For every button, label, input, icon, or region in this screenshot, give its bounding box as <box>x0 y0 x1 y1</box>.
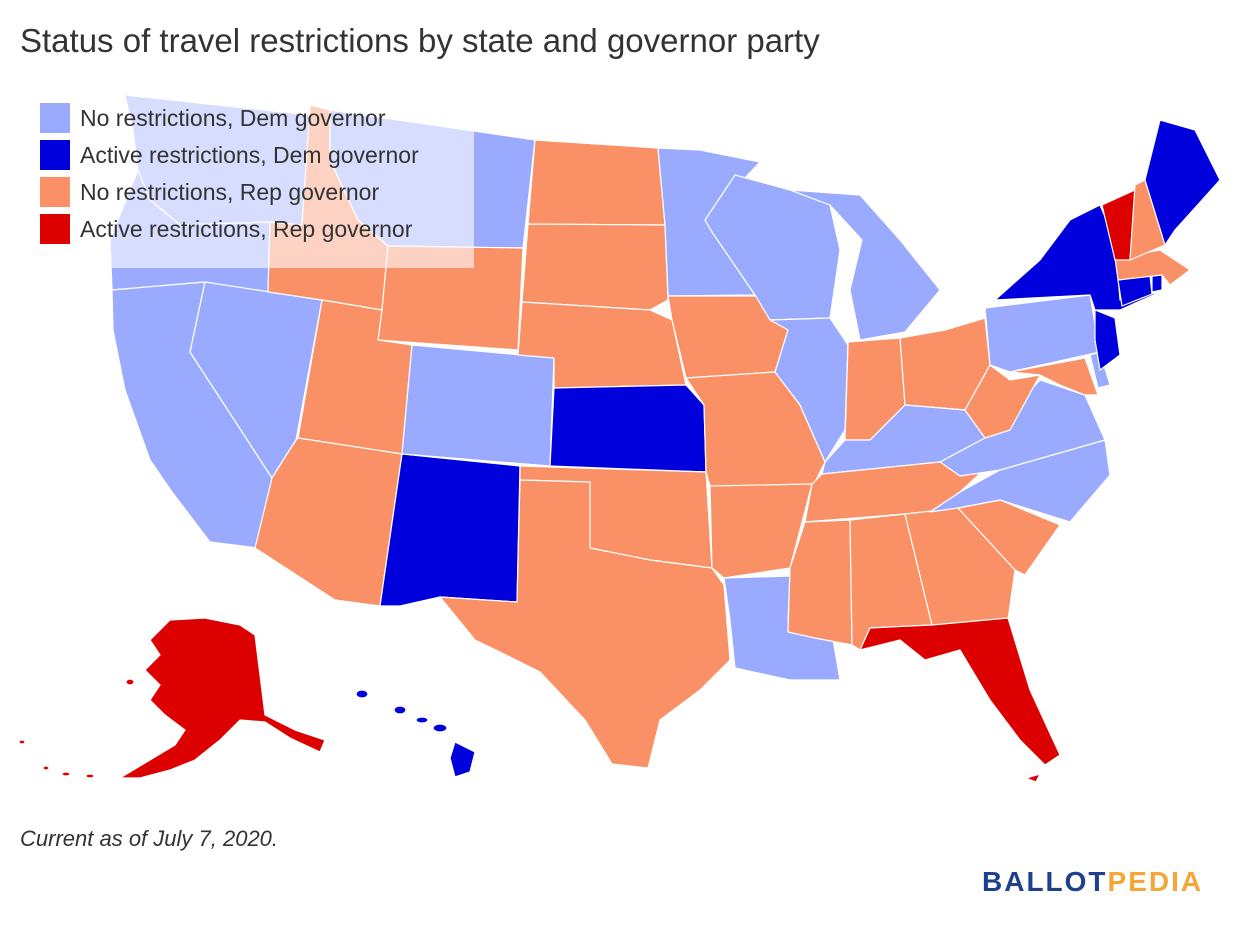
logo-part-pedia: PEDIA <box>1107 866 1204 897</box>
state-me <box>1144 119 1221 246</box>
legend-item-active-restrictions-dem: Active restrictions, Dem governor <box>40 139 419 171</box>
legend-item-no-restrictions-rep: No restrictions, Rep governor <box>40 176 379 208</box>
state-fl <box>859 617 1061 766</box>
logo-part-ballot: BALLOT <box>982 866 1108 897</box>
state-nd <box>527 139 666 226</box>
state-pa <box>984 294 1101 373</box>
legend-label: No restrictions, Dem governor <box>80 104 386 131</box>
state-nc <box>929 439 1111 523</box>
state-md <box>1009 357 1099 396</box>
state-ar <box>709 483 813 579</box>
state-fl-keys <box>1025 773 1041 783</box>
legend-swatch <box>40 214 70 244</box>
date-note: Current as of July 7, 2020. <box>20 826 279 851</box>
legend-label: Active restrictions, Dem governor <box>80 141 419 168</box>
state-nm <box>379 453 521 607</box>
legend-swatch <box>40 103 70 133</box>
state-co <box>401 344 555 467</box>
legend-label: No restrictions, Rep governor <box>80 178 380 205</box>
legend-label: Active restrictions, Rep governor <box>80 215 413 242</box>
legend-swatch <box>40 140 70 170</box>
state-nj <box>1094 309 1121 371</box>
state-tx <box>439 479 731 769</box>
ballotpedia-logo: BALLOTPEDIA <box>982 866 1203 898</box>
legend-item-no-restrictions-dem: No restrictions, Dem governor <box>40 102 386 134</box>
state-ak <box>18 617 326 779</box>
state-ks <box>549 384 707 473</box>
map-title: Status of travel restrictions by state a… <box>20 22 820 59</box>
legend-item-active-restrictions-rep: Active restrictions, Rep governor <box>40 213 412 245</box>
state-mi <box>789 189 941 341</box>
state-ri <box>1151 274 1163 293</box>
state-sd <box>521 223 669 311</box>
legend-swatch <box>40 177 70 207</box>
state-wy <box>377 245 524 351</box>
state-ny <box>994 204 1161 311</box>
state-hi <box>355 689 476 778</box>
legend: No restrictions, Dem governor Active res… <box>26 96 474 268</box>
